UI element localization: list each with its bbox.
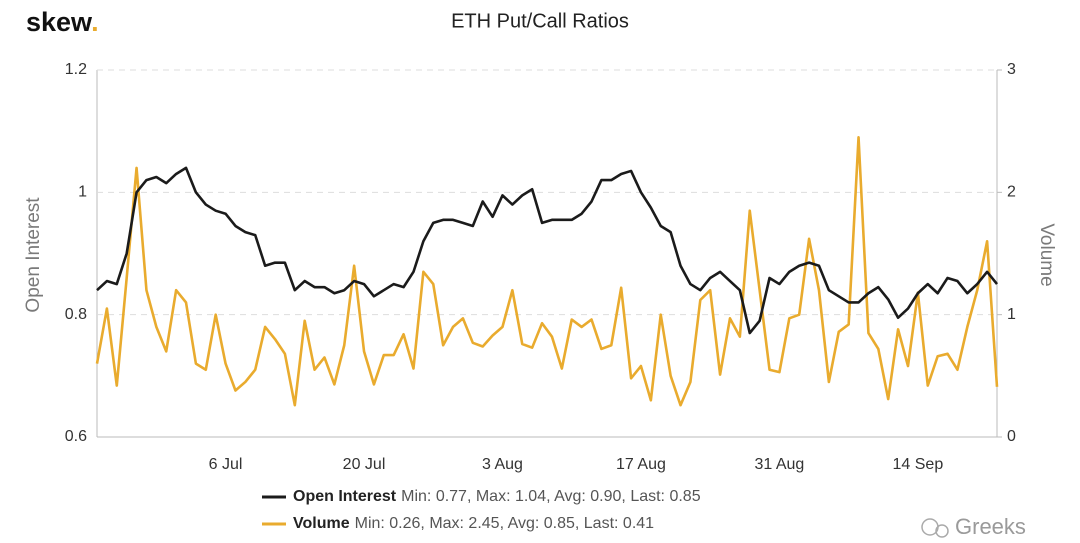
x-tick-label: 31 Aug	[755, 456, 805, 473]
logo: skew.	[26, 7, 99, 37]
x-tick-label: 20 Jul	[343, 456, 386, 473]
x-tick-label: 17 Aug	[616, 456, 666, 473]
logo-text: skew	[26, 7, 93, 37]
y2-axis-label: Volume	[1036, 223, 1057, 286]
watermark: Greeks	[921, 514, 1026, 539]
y-tick-label: 0.8	[65, 306, 87, 323]
y-tick-label: 0.6	[65, 428, 87, 445]
legend-name: Volume	[293, 515, 350, 532]
y-tick-label: 1	[78, 184, 87, 201]
y-axis-label: Open Interest	[23, 197, 44, 313]
y-tick-label: 1.2	[65, 61, 87, 78]
y2-tick-label: 1	[1007, 306, 1016, 323]
y2-tick-label: 2	[1007, 184, 1016, 201]
legend-summary: Min: 0.77, Max: 1.04, Avg: 0.90, Last: 0…	[401, 488, 701, 505]
logo-dot: .	[91, 7, 99, 37]
y2-tick-label: 0	[1007, 428, 1016, 445]
line	[95, 135, 999, 407]
chart-title: ETH Put/Call Ratios	[451, 10, 629, 32]
watermark-text: Greeks	[955, 514, 1026, 539]
legend-name: Open Interest	[293, 488, 397, 505]
legend-entry: Volume Min: 0.26, Max: 2.45, Avg: 0.85, L…	[293, 515, 654, 532]
x-tick-label: 3 Aug	[482, 456, 523, 473]
x-tick-label: 6 Jul	[209, 456, 243, 473]
line	[96, 166, 999, 335]
x-tick-label: 14 Sep	[893, 456, 944, 473]
legend-entry: Open Interest Min: 0.77, Max: 1.04, Avg: …	[293, 488, 701, 505]
legend-summary: Min: 0.26, Max: 2.45, Avg: 0.85, Last: 0…	[355, 515, 655, 532]
y2-tick-label: 3	[1007, 61, 1016, 78]
